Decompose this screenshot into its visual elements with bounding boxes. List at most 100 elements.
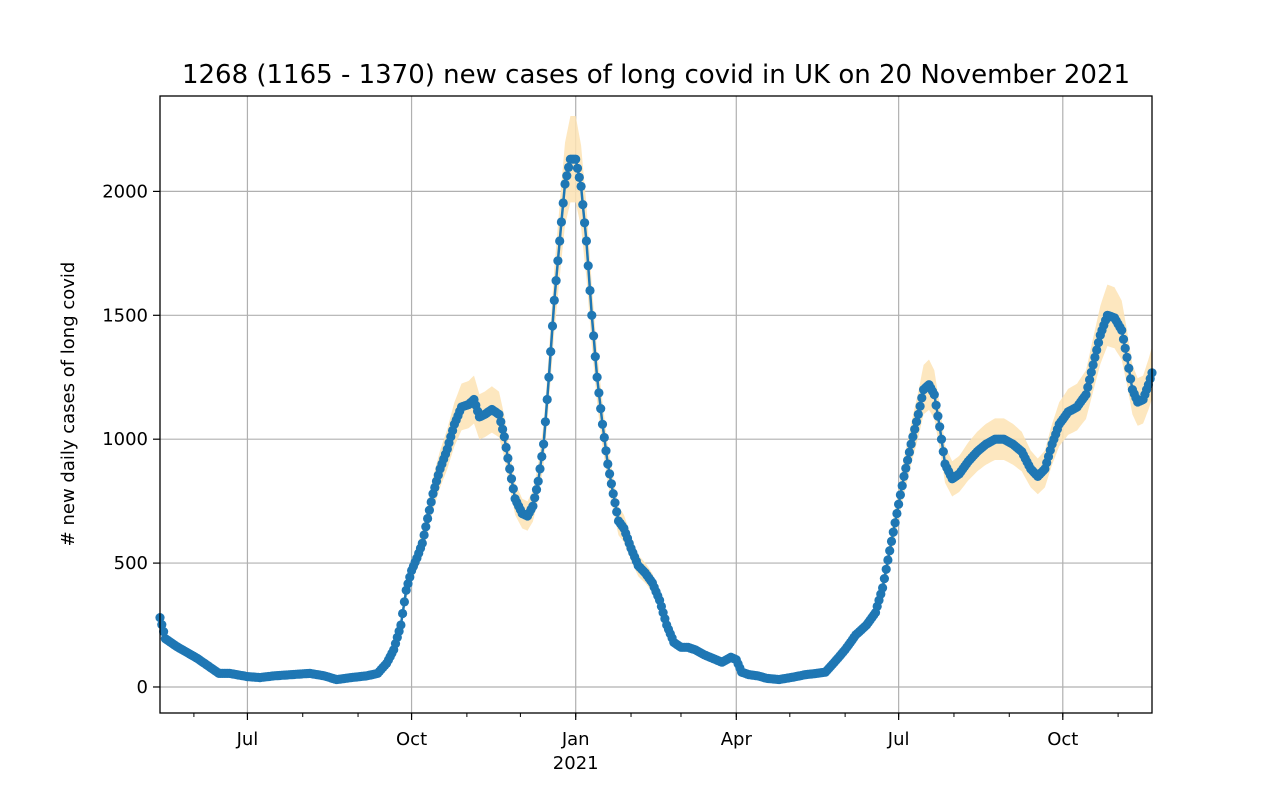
data-point	[533, 476, 543, 486]
data-point	[892, 508, 902, 519]
data-point	[596, 404, 606, 414]
x-tick-label: Oct	[396, 729, 427, 750]
data-point	[587, 310, 597, 320]
data-point	[499, 432, 509, 442]
data-point	[562, 171, 572, 181]
data-point	[608, 489, 618, 499]
data-point	[423, 513, 433, 524]
x-tick-label: Jan	[561, 729, 590, 750]
data-point	[540, 417, 551, 427]
data-point	[494, 409, 504, 419]
data-point	[556, 217, 567, 227]
data-point	[539, 439, 549, 449]
data-point	[398, 608, 408, 619]
data-point	[886, 536, 897, 547]
data-point	[581, 236, 592, 246]
data-point	[574, 172, 584, 182]
data-point	[908, 432, 918, 442]
data-point	[546, 347, 556, 357]
data-point	[578, 200, 588, 210]
data-point	[589, 331, 599, 341]
data-point	[897, 481, 907, 491]
data-point	[888, 527, 898, 537]
data-point	[904, 447, 915, 457]
data-point	[501, 442, 511, 453]
data-point	[583, 261, 593, 271]
data-point	[555, 236, 565, 246]
data-point	[530, 493, 540, 503]
data-point	[426, 497, 436, 507]
data-point	[547, 321, 558, 331]
series-layer	[155, 154, 1157, 685]
data-point	[580, 218, 590, 228]
y-tick-label: 1000	[102, 429, 148, 450]
data-point	[1093, 338, 1104, 348]
data-point	[899, 471, 909, 481]
data-point	[910, 424, 920, 434]
data-point	[421, 522, 431, 532]
data-point	[159, 627, 169, 637]
x-tick-label: Jul	[887, 729, 910, 750]
data-point	[605, 469, 615, 479]
x-tick-sublabel: 2021	[553, 753, 599, 774]
data-point	[1086, 367, 1096, 377]
data-point	[496, 417, 506, 427]
y-tick-label: 500	[114, 553, 148, 574]
data-point	[612, 507, 622, 517]
data-point	[606, 479, 617, 489]
data-point	[542, 394, 552, 405]
plot-frame	[159, 95, 1153, 714]
data-point	[1090, 352, 1100, 362]
data-point	[1088, 360, 1098, 370]
data-point	[894, 499, 904, 509]
y-tick-label: 0	[137, 677, 148, 698]
data-point	[906, 439, 916, 449]
data-point	[1083, 382, 1093, 392]
y-axis-label: # new daily cases of long covid	[58, 262, 79, 547]
data-point	[537, 451, 547, 462]
data-point	[1118, 334, 1129, 344]
data-point	[505, 464, 515, 474]
data-point	[592, 372, 602, 382]
x-tick-label: Jul	[236, 729, 259, 750]
data-point	[929, 390, 939, 400]
data-point	[424, 505, 434, 515]
data-point	[551, 276, 561, 286]
x-tick-label: Oct	[1047, 729, 1078, 750]
data-point	[917, 393, 927, 403]
data-point	[528, 501, 538, 511]
data-point	[503, 453, 513, 463]
data-point	[913, 409, 923, 419]
data-point	[1085, 375, 1095, 385]
data-point	[558, 198, 568, 208]
data-point	[915, 401, 925, 411]
data-point	[498, 424, 508, 434]
x-tick-label: Apr	[721, 729, 753, 750]
data-point	[549, 295, 559, 305]
data-point	[599, 432, 609, 443]
data-point	[878, 583, 888, 593]
x-axis: Jul Oct Jan 2021 Apr Jul Oct	[193, 713, 1119, 774]
data-point	[571, 154, 581, 164]
data-point	[603, 459, 613, 469]
data-point	[531, 485, 542, 495]
data-point	[890, 518, 900, 528]
data-point	[935, 422, 945, 432]
data-point	[399, 597, 409, 607]
data-point	[895, 490, 906, 500]
data-point	[911, 417, 922, 427]
data-point	[417, 538, 427, 548]
data-point	[901, 463, 911, 473]
data-point	[553, 256, 563, 266]
data-point	[508, 484, 518, 494]
data-point	[576, 181, 586, 191]
data-point	[590, 352, 600, 362]
data-point	[1092, 345, 1102, 355]
data-point	[881, 564, 891, 574]
data-point	[931, 400, 941, 410]
data-point	[560, 179, 570, 189]
data-point	[396, 620, 406, 630]
data-point	[572, 163, 583, 173]
data-point	[879, 574, 890, 584]
